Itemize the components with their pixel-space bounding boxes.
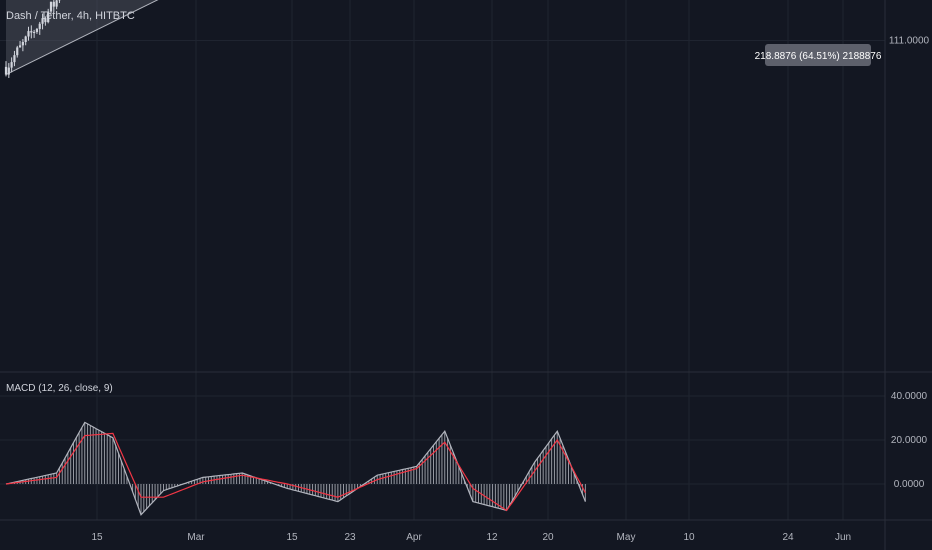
time-axis[interactable]: 15 Mar 15 23 Apr 12 20 May 10 24 Jun — [91, 532, 851, 543]
time-tick-label: 12 — [486, 532, 498, 543]
macd-tick-label: 20.0000 — [891, 435, 928, 446]
candle-body — [55, 0, 58, 7]
macd-title: MACD (12, 26, close, 9) — [6, 383, 113, 394]
channel-lower-line[interactable] — [5, 0, 642, 76]
time-tick-label: May — [617, 532, 636, 543]
time-tick-label: Apr — [406, 532, 422, 543]
price-tick-label: 111.0000 — [889, 36, 930, 47]
candle-body — [4, 66, 8, 75]
candle-body — [30, 31, 33, 33]
time-tick-label: 20 — [542, 532, 554, 543]
macd-line — [5, 421, 586, 516]
measure-label-box — [765, 44, 871, 66]
candle-body — [38, 23, 41, 29]
time-tick-label: Jun — [835, 532, 851, 543]
time-tick-label: 24 — [782, 532, 794, 543]
macd-tick-label: 0.0000 — [894, 479, 925, 490]
candle-body — [13, 55, 16, 63]
candle-body — [16, 47, 19, 56]
candle-body — [27, 31, 30, 37]
candle-body — [24, 36, 27, 43]
candle-body — [47, 11, 50, 23]
candle-body — [41, 18, 44, 24]
time-tick-label: 15 — [286, 532, 298, 543]
candle-body — [7, 67, 10, 75]
candle-body — [49, 1, 53, 12]
candle-body — [44, 18, 47, 23]
candle-body — [33, 31, 36, 33]
macd-tick-label: 40.0000 — [891, 391, 928, 402]
candle-body — [21, 42, 24, 46]
macd-pane — [5, 421, 586, 516]
time-tick-label: 15 — [91, 532, 103, 543]
measure-tool[interactable]: 218.8876 (64.51%) 2188876 — [638, 0, 882, 66]
price-axis[interactable]: 800.0000600.0000500.0000400.0000265.0000… — [888, 0, 930, 490]
candle-body — [10, 62, 13, 68]
signal-line — [5, 432, 586, 512]
measure-label: 218.8876 (64.51%) 2188876 — [755, 51, 882, 62]
candle-body — [35, 28, 39, 32]
time-tick-label: Mar — [187, 532, 205, 543]
time-tick-label: 23 — [344, 532, 356, 543]
candle-body — [18, 45, 22, 48]
time-tick-label: 10 — [683, 532, 695, 543]
candle-body — [52, 1, 55, 7]
chart-title: Dash / Tether, 4h, HITBTC — [6, 10, 135, 22]
regression-channel[interactable] — [5, 0, 642, 76]
price-candles — [4, 0, 61, 78]
